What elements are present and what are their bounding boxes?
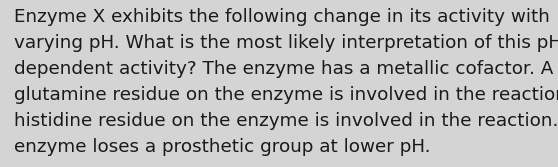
Text: glutamine residue on the enzyme is involved in the reaction. A: glutamine residue on the enzyme is invol… — [14, 86, 558, 104]
Text: dependent activity? The enzyme has a metallic cofactor. A: dependent activity? The enzyme has a met… — [14, 60, 554, 78]
Text: enzyme loses a prosthetic group at lower pH.: enzyme loses a prosthetic group at lower… — [14, 138, 430, 156]
Text: histidine residue on the enzyme is involved in the reaction. The: histidine residue on the enzyme is invol… — [14, 112, 558, 130]
Text: varying pH. What is the most likely interpretation of this pH-: varying pH. What is the most likely inte… — [14, 34, 558, 52]
Text: Enzyme X exhibits the following change in its activity with: Enzyme X exhibits the following change i… — [14, 8, 550, 26]
